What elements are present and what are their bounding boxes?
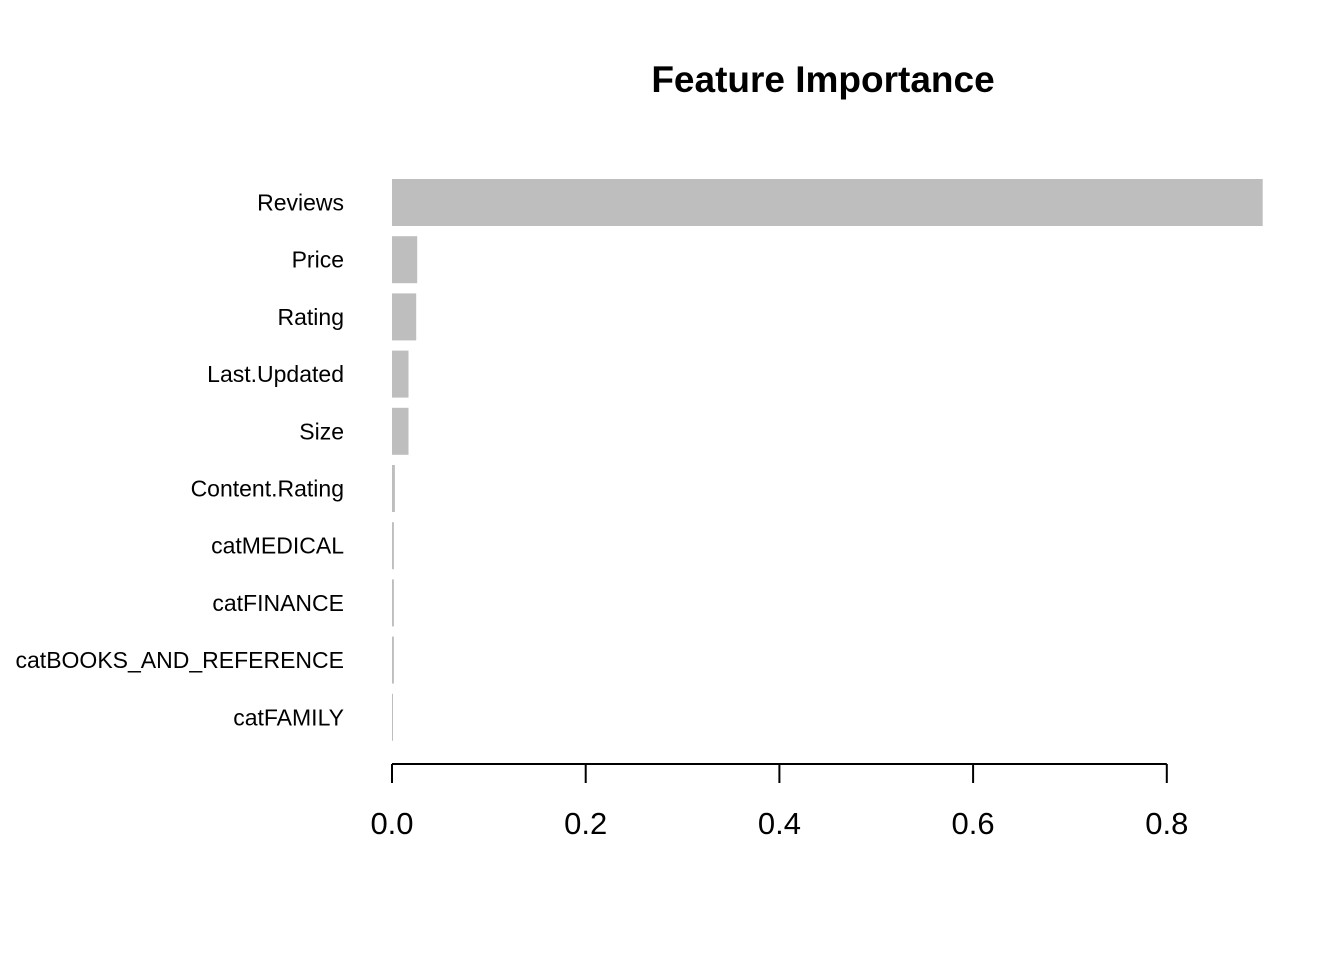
bar-rating	[392, 293, 417, 341]
bar-reviews	[392, 179, 1263, 226]
category-label: catFAMILY	[233, 704, 344, 730]
category-label: catFINANCE	[212, 590, 344, 616]
bar-content-rating	[392, 465, 395, 512]
category-label: Last.Updated	[207, 361, 344, 387]
bar-catfinance	[392, 579, 394, 627]
category-label: Reviews	[257, 190, 344, 216]
category-label: Content.Rating	[191, 476, 344, 502]
category-label: Price	[292, 247, 344, 273]
bars-group	[392, 179, 1263, 741]
x-tick-label: 0.0	[370, 806, 413, 841]
category-label: Rating	[278, 304, 344, 330]
bar-catfamily	[392, 693, 393, 741]
bar-last-updated	[392, 350, 409, 398]
bar-size	[392, 407, 409, 455]
x-tick-label: 0.6	[952, 806, 995, 841]
bar-catbooks-and-reference	[392, 636, 394, 684]
x-tick-label: 0.8	[1145, 806, 1188, 841]
category-label: catMEDICAL	[211, 533, 344, 559]
bar-price	[392, 236, 418, 284]
category-labels-group: Reviews Price Rating Last.Updated Size Conten…	[16, 190, 345, 731]
x-tick-label: 0.4	[758, 806, 801, 841]
category-label: Size	[299, 418, 344, 444]
x-axis: 0.0 0.2 0.4 0.6 0.8	[370, 763, 1188, 841]
chart-title: Feature Importance	[651, 59, 994, 100]
bar-catmedical	[392, 522, 394, 570]
category-label: catBOOKS_AND_REFERENCE	[16, 647, 344, 673]
x-tick-label: 0.2	[564, 806, 607, 841]
